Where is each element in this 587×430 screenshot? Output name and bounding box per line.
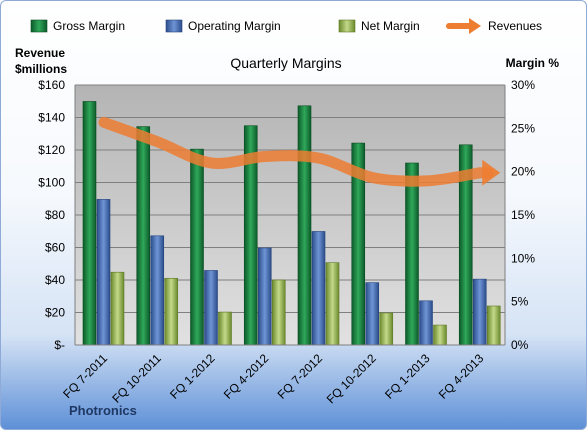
bar-operating-margin: [204, 270, 218, 346]
bar-gross-margin: [405, 162, 419, 346]
legend-label: Gross Margin: [53, 19, 125, 33]
legend-label: Net Margin: [361, 19, 420, 33]
legend-label: Operating Margin: [188, 19, 281, 33]
left-tick-label: $60: [45, 241, 65, 255]
bar-net-margin: [379, 312, 394, 346]
bar-operating-margin: [472, 278, 487, 346]
right-tick-label: 0%: [511, 338, 529, 352]
category-label: FQ 7-2012: [275, 351, 326, 402]
bar-operating-margin: [257, 247, 272, 346]
bar-gross-margin: [190, 148, 204, 346]
right-tick-label: 15%: [511, 208, 535, 222]
category-label: FQ 10-2011: [109, 351, 164, 406]
bar-net-margin: [486, 305, 501, 346]
bar-net-margin: [164, 277, 179, 346]
category-label: FQ 7-2011: [60, 351, 110, 401]
right-tick-label: 5%: [511, 295, 529, 309]
bar-operating-margin: [365, 282, 380, 346]
chart-title: Quarterly Margins: [230, 55, 341, 71]
left-tick-label: $40: [45, 273, 65, 287]
revenue-line: [98, 116, 494, 187]
category-label: FQ 1-2013: [382, 351, 433, 402]
legend-label: Revenues: [488, 19, 542, 33]
legend-swatch-net-margin: [338, 19, 356, 33]
bar-gross-margin: [136, 126, 151, 346]
right-tick-label: 20%: [511, 165, 535, 179]
bar-operating-margin: [419, 300, 433, 346]
legend: Gross Margin Operating Margin Net Margin Re…: [30, 18, 542, 34]
category-label: FQ 10-2012: [324, 351, 379, 406]
legend-swatch-gross-margin: [30, 19, 48, 33]
category-label: FQ 1-2012: [167, 351, 218, 402]
left-tick-label: $80: [45, 208, 65, 222]
bar-gross-margin: [297, 105, 312, 346]
right-tick-label: 25%: [511, 121, 535, 135]
bar-net-margin: [218, 311, 232, 346]
bar-net-margin: [325, 262, 340, 346]
bars: [82, 101, 501, 346]
bar-gross-margin: [82, 101, 97, 346]
left-axis-label-line1: Revenue: [15, 46, 65, 60]
revenue-arrowhead: [482, 159, 501, 186]
footer-label: Photronics: [69, 403, 137, 418]
bar-net-margin: [271, 279, 286, 346]
left-axis-label-line2: $millions: [15, 62, 67, 76]
left-tick-label: $120: [38, 143, 65, 157]
bar-net-margin: [110, 271, 125, 346]
left-tick-label: $-: [54, 338, 65, 352]
category-label: FQ 4-2012: [221, 351, 272, 402]
bar-net-margin: [433, 324, 447, 346]
right-axis-label: Margin %: [506, 56, 560, 70]
category-label: FQ 4-2013: [436, 351, 487, 402]
bar-operating-margin: [311, 231, 326, 346]
right-tick-label: 10%: [511, 251, 535, 265]
revenue-line-layer: [98, 116, 501, 187]
left-tick-label: $160: [38, 78, 65, 92]
left-tick-label: $100: [38, 176, 65, 190]
left-tick-label: $20: [45, 306, 65, 320]
left-tick-label: $140: [38, 111, 65, 125]
bar-operating-margin: [96, 199, 111, 346]
legend-arrowhead-revenues: [469, 18, 481, 34]
legend-swatch-operating-margin: [165, 19, 183, 33]
bar-operating-margin: [150, 235, 165, 346]
right-tick-label: 30%: [511, 78, 535, 92]
